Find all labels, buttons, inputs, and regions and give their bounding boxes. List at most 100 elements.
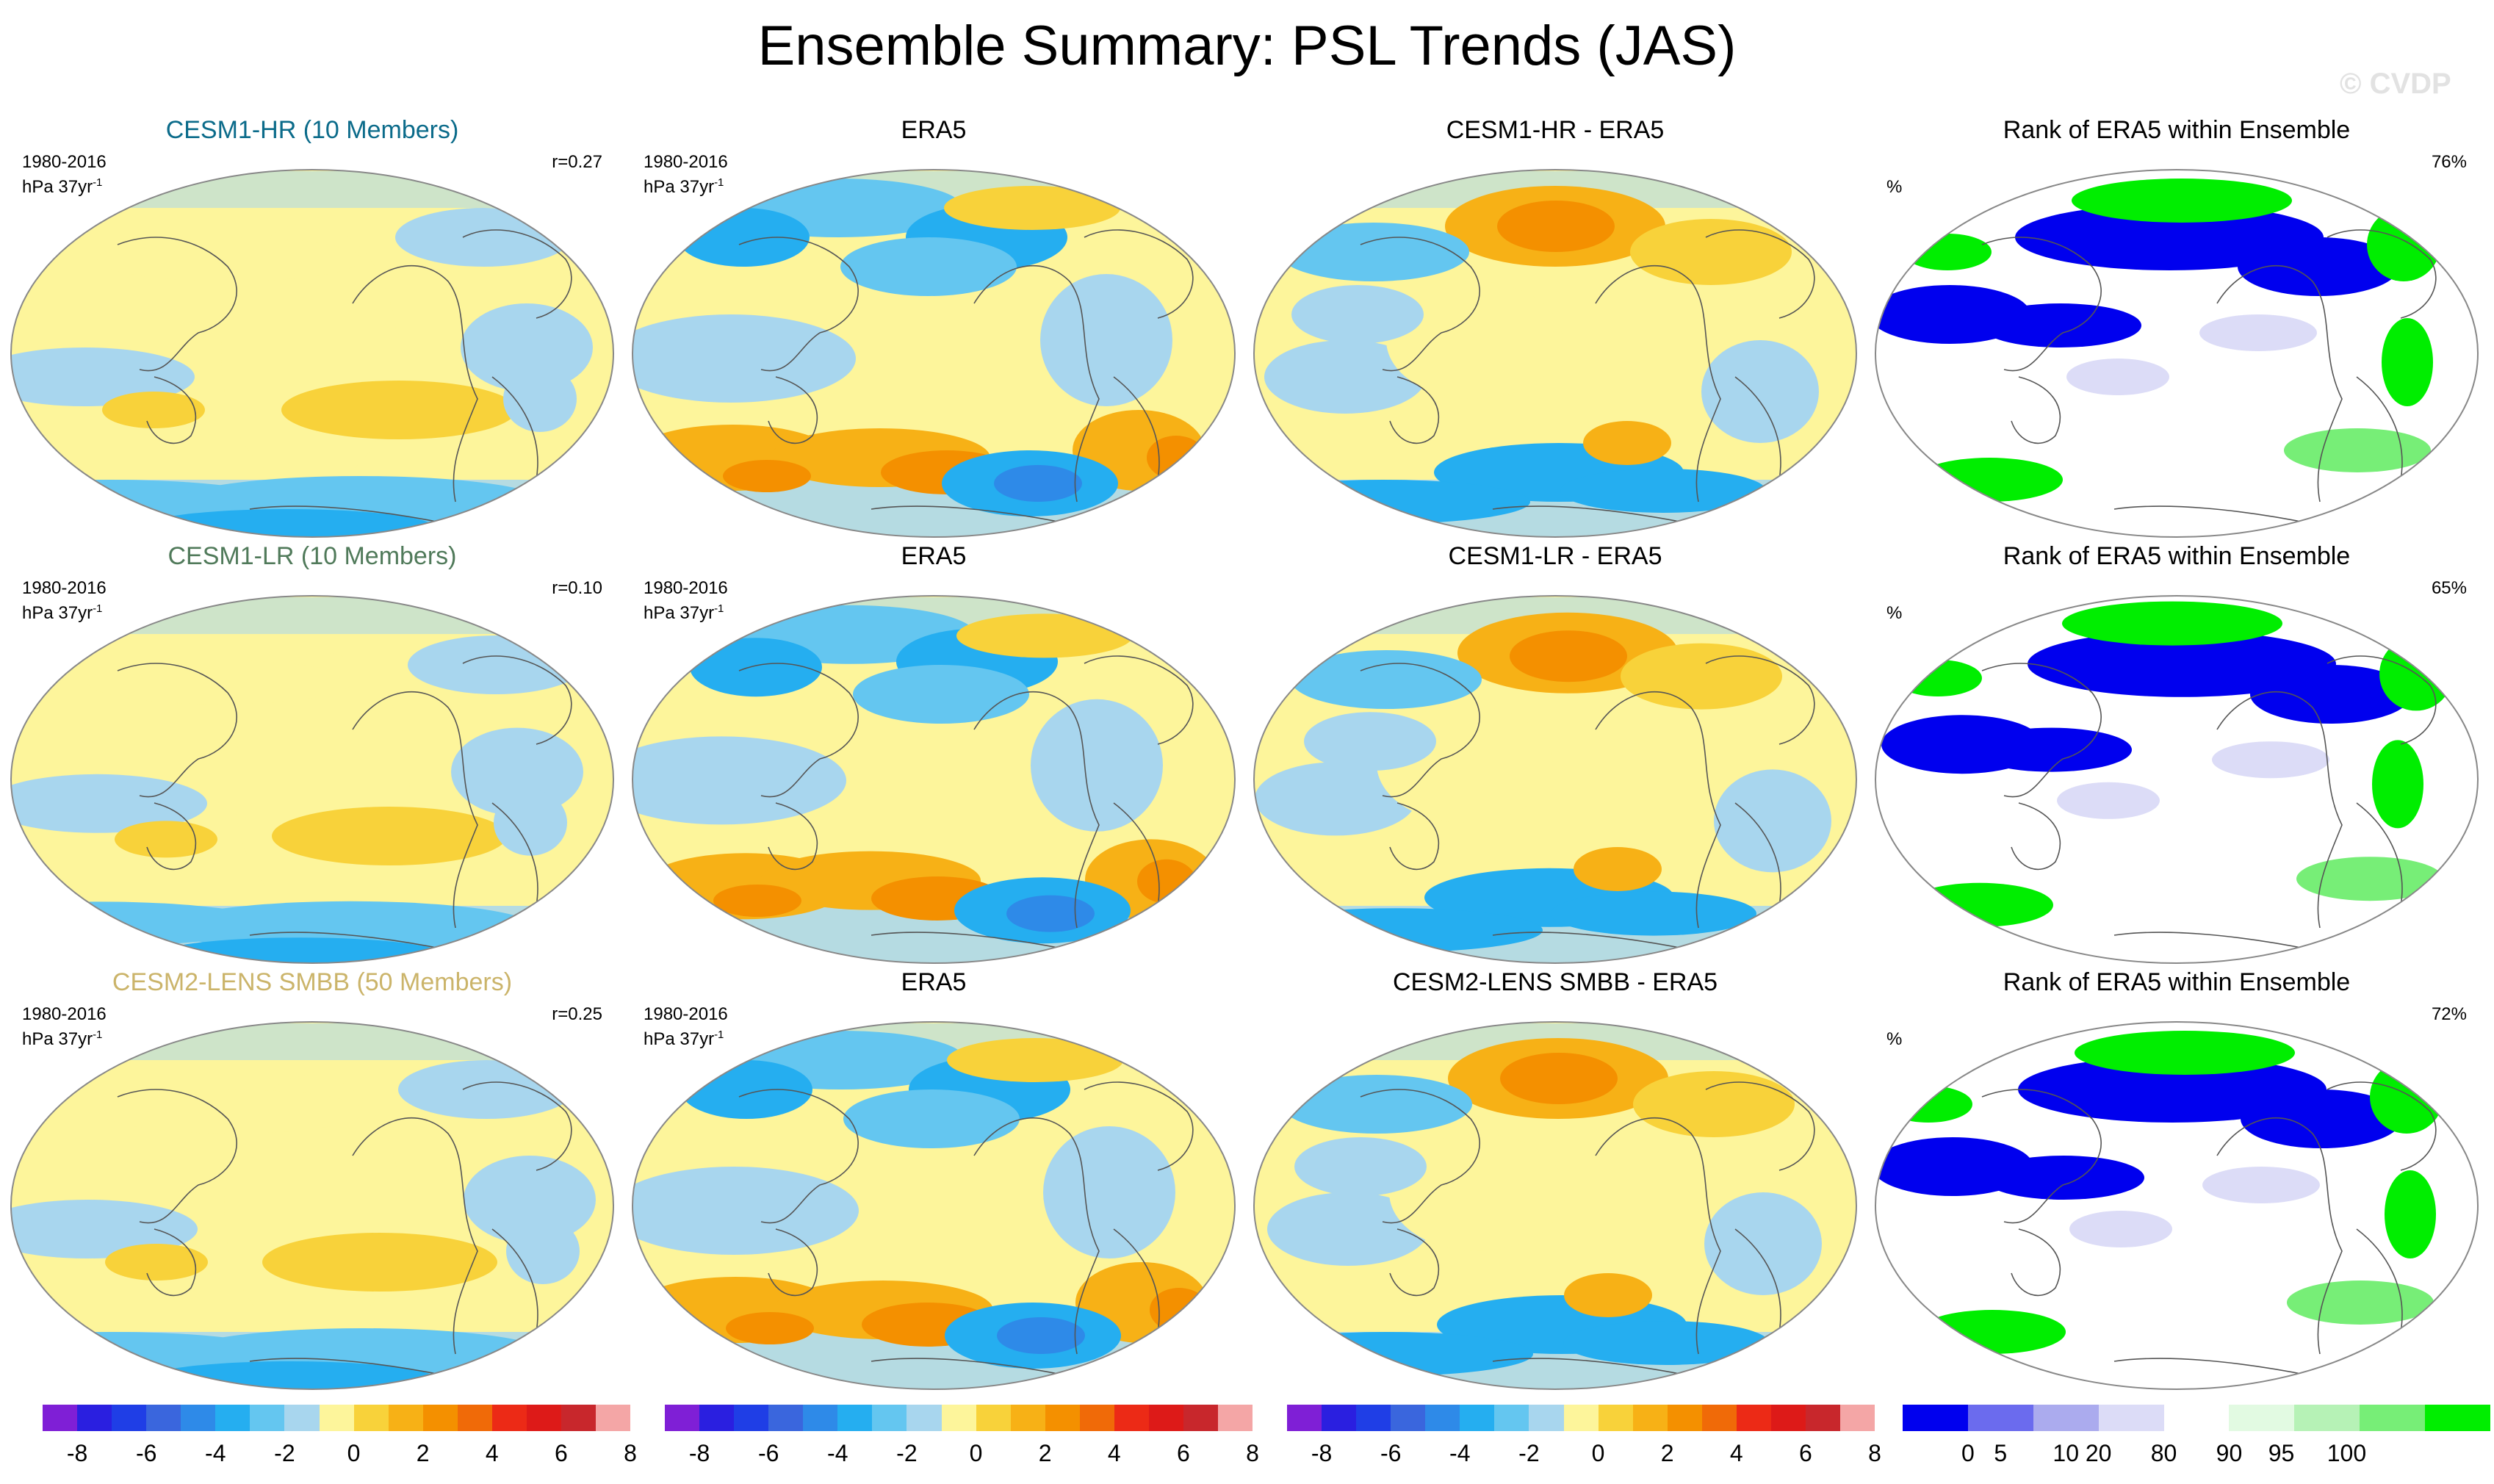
contour-region [1701, 340, 1819, 443]
contour-region [2212, 741, 2329, 779]
contour-region [1043, 1126, 1175, 1258]
contour-region [97, 237, 361, 281]
panel-meta: 1980-2016 hPa 37yr-1 [644, 578, 728, 624]
contour-region [2028, 630, 2336, 697]
colorbar-tick-label: 95 [2268, 1440, 2295, 1466]
coastline [973, 1117, 1100, 1355]
colorbar-swatch [1045, 1405, 1080, 1431]
coastline [117, 663, 237, 798]
contour-region [956, 613, 1133, 658]
colorbar-swatch [250, 1405, 285, 1431]
contour-region [1291, 650, 1482, 709]
contour-region [1031, 699, 1163, 832]
map-border [1875, 1021, 2479, 1390]
panel-meta: 1980-2016 hPa 37yr-1 [22, 1004, 107, 1050]
colorbar-swatch [2098, 1405, 2164, 1431]
obs-map [632, 595, 1236, 964]
colorbar-swatch [1425, 1405, 1460, 1431]
contour-region [1884, 1086, 1972, 1123]
map-border [632, 1021, 1236, 1390]
colorbar-swatches [1903, 1405, 2491, 1431]
trend-colorbar-2: -8 -6 -4 -2 0 2 4 6 8 [665, 1405, 1259, 1478]
contour-region [1916, 458, 2063, 502]
coastline [2113, 932, 2313, 951]
contour-region [677, 208, 810, 267]
contour-region [1291, 285, 1424, 344]
panel-meta: 1980-2016 hPa 37yr-1 [644, 1004, 728, 1050]
units-text: hPa 37yr [644, 177, 715, 197]
colorbar-tick-label: 2 [1038, 1440, 1052, 1466]
units-text: hPa 37yr [644, 1029, 715, 1049]
colorbar-swatch [1903, 1405, 1968, 1431]
colorbar-tick-label: 6 [1176, 1440, 1190, 1466]
units-label: hPa 37yr-1 [644, 173, 728, 198]
contour-region [1564, 1273, 1652, 1317]
colorbar-tick-label: -4 [205, 1440, 226, 1466]
panel-model-row-2: CESM1-LR (10 Members) 1980-2016 hPa 37yr-1… [7, 540, 617, 973]
contour-region [690, 638, 822, 697]
coastline [1113, 1228, 1160, 1333]
diff-map [1253, 1021, 1857, 1390]
rank-colorbar: 0 5 10 20 80 90 95 100 [1903, 1405, 2491, 1478]
rank-percent-value: 76% [2431, 152, 2467, 172]
colorbar-tick-label: -6 [757, 1440, 779, 1466]
colorbar-swatches [665, 1405, 1253, 1431]
contour-region [2367, 208, 2440, 281]
colorbar-swatch [526, 1405, 561, 1431]
coastline [1360, 237, 1480, 372]
contour-region [100, 1089, 364, 1134]
units-exponent: -1 [714, 602, 724, 615]
contour-region [102, 392, 205, 428]
contour-region [726, 1312, 814, 1344]
panel-title: CESM2-LENS SMBB (50 Members) [112, 968, 513, 996]
coastline [491, 376, 538, 480]
coastline [871, 932, 1070, 951]
coastline [1360, 1089, 1480, 1224]
colorbar-tick-label: 10 [2052, 1440, 2080, 1466]
contour-region [1040, 274, 1172, 406]
coastline [1084, 229, 1194, 319]
coastline [2356, 802, 2403, 907]
colorbar-swatch [77, 1405, 112, 1431]
colorbar-tick-label: 2 [1660, 1440, 1674, 1466]
colorbar-swatch [181, 1405, 216, 1431]
colorbar-tick-label: 6 [1798, 1440, 1812, 1466]
colorbar-swatch [2360, 1405, 2426, 1431]
contour-region [2069, 1211, 2172, 1247]
colorbar-swatch [388, 1405, 423, 1431]
coastline [768, 802, 818, 871]
contour-region [153, 937, 447, 963]
coastline [2011, 802, 2061, 871]
colorbar-swatch [491, 1405, 527, 1431]
coastline [768, 376, 818, 444]
colorbar-swatch [1667, 1405, 1702, 1431]
colorbar-tick-label: -4 [827, 1440, 848, 1466]
colorbar-swatch [1356, 1405, 1391, 1431]
colorbar-swatch [1840, 1405, 1875, 1431]
coastline [1595, 264, 1721, 503]
coastline [249, 505, 449, 525]
colorbar-swatch [2033, 1405, 2099, 1431]
diff-map [1253, 595, 1857, 964]
units-exponent: -1 [714, 176, 724, 189]
contour-region [2241, 1089, 2402, 1148]
map-border [10, 1021, 614, 1390]
trend-colorbar-1: -8 -6 -4 -2 0 2 4 6 8 [43, 1405, 637, 1478]
coastline [2216, 1117, 2343, 1355]
units-text: hPa 37yr [22, 177, 93, 197]
pattern-correlation: r=0.10 [552, 578, 602, 598]
coastline [352, 264, 478, 503]
contour-region [1980, 303, 2141, 347]
contour-region [11, 1200, 198, 1258]
panel-meta: 1980-2016 hPa 37yr-1 [22, 578, 107, 624]
colorbar-tick-label: 0 [1961, 1440, 1975, 1466]
coastline [1492, 1358, 1692, 1377]
contour-region [997, 1317, 1085, 1354]
coastline [462, 1081, 572, 1171]
contour-region [2287, 1281, 2434, 1325]
contour-region [506, 1218, 580, 1284]
contour-region [1551, 891, 1756, 936]
watermark: © CVDP [2340, 68, 2451, 100]
colorbar-tick-label: -2 [274, 1440, 295, 1466]
units-label: hPa 37yr-1 [644, 599, 728, 624]
